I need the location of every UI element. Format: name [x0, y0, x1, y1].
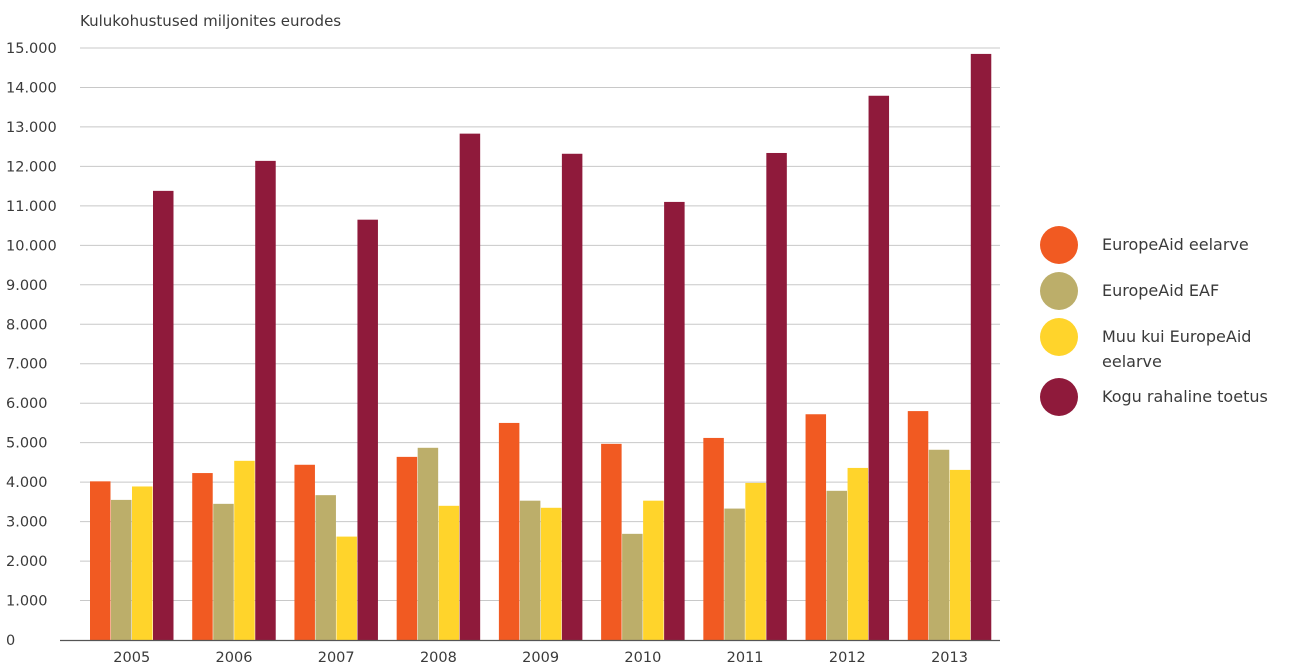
- axes: 0 1.000 2.000 3.000 4.000 5.000 6.000 7.000 8.00…: [6, 41, 1000, 666]
- y-tick-label: 14.000: [6, 80, 57, 96]
- x-tick-label: 2013: [931, 650, 968, 666]
- bar: [766, 152, 787, 641]
- y-tick-label: 12.000: [6, 159, 57, 175]
- bar: [519, 500, 541, 640]
- y-tick-label: 1.000: [6, 594, 48, 610]
- legend-label-line2: eelarve: [1102, 352, 1162, 371]
- bar: [336, 536, 357, 640]
- bars: [90, 53, 992, 641]
- y-tick-label: 2.000: [6, 554, 48, 570]
- bar: [459, 133, 481, 640]
- bar: [949, 469, 971, 640]
- bar: [601, 443, 622, 640]
- y-tick-label: 13.000: [6, 120, 57, 136]
- x-tick-label: 2005: [113, 650, 150, 666]
- x-tick-label: 2012: [829, 650, 866, 666]
- x-tick-label: 2011: [727, 650, 764, 666]
- bar: [111, 499, 132, 640]
- legend-swatch-europeaid-eelarve: [1040, 226, 1078, 264]
- y-tick-label: 6.000: [6, 396, 48, 412]
- bar: [540, 507, 562, 640]
- bar: [907, 411, 929, 640]
- bar: [826, 490, 848, 640]
- legend-label: Kogu rahaline toetus: [1102, 387, 1268, 406]
- y-tick-label: 7.000: [6, 357, 48, 373]
- x-tick-label: 2010: [624, 650, 661, 666]
- bar: [703, 437, 724, 640]
- bar: [132, 486, 153, 640]
- legend-item-europeaid-eaf: EuropeAid EAF: [1040, 272, 1295, 310]
- bar: [664, 201, 685, 641]
- bar: [498, 422, 520, 640]
- bar: [928, 449, 950, 640]
- bar: [417, 447, 439, 640]
- x-tick-label: 2008: [420, 650, 457, 666]
- legend-item-muu-kui-europeaid-eelarve: Muu kui EuropeAid eelarve: [1040, 318, 1295, 374]
- bar: [213, 503, 234, 640]
- bar: [847, 467, 869, 640]
- bar: [315, 495, 336, 640]
- bar: [805, 414, 827, 640]
- bar: [255, 160, 276, 640]
- legend-label: Muu kui EuropeAid: [1102, 327, 1252, 346]
- legend-label: EuropeAid eelarve: [1102, 235, 1249, 254]
- y-tick-label: 15.000: [6, 41, 57, 57]
- y-axis-title: Kulukohustused miljonites eurodes: [80, 12, 342, 30]
- y-tick-label: 8.000: [6, 317, 48, 333]
- y-tick-label: 10.000: [6, 238, 57, 254]
- bar: [622, 533, 643, 640]
- y-tick-label: 11.000: [6, 199, 57, 215]
- legend: EuropeAid eelarve EuropeAid EAF Muu kui …: [1040, 226, 1295, 416]
- bar: [396, 456, 418, 640]
- bar: [90, 481, 111, 640]
- legend-swatch-kogu-rahaline-toetus: [1040, 378, 1078, 416]
- bar: [153, 190, 174, 641]
- y-tick-label: 9.000: [6, 278, 48, 294]
- bar: [192, 473, 213, 640]
- gridlines: [80, 47, 1000, 602]
- bar: [970, 53, 992, 641]
- bar: [438, 505, 460, 640]
- bar: [234, 460, 255, 640]
- bar: [561, 153, 583, 640]
- bar: [643, 500, 664, 640]
- y-tick-label: 0: [6, 633, 15, 649]
- bar: [357, 219, 378, 640]
- bar: [294, 464, 315, 640]
- x-tick-label: 2006: [216, 650, 253, 666]
- legend-label: EuropeAid EAF: [1102, 281, 1220, 300]
- x-tick-label: 2009: [522, 650, 559, 666]
- legend-swatch-europeaid-eaf: [1040, 272, 1078, 310]
- bar-chart: 0 1.000 2.000 3.000 4.000 5.000 6.000 7.000 8.00…: [6, 41, 1000, 666]
- legend-swatch-muu-kui-europeaid-eelarve: [1040, 318, 1078, 356]
- legend-item-kogu-rahaline-toetus: Kogu rahaline toetus: [1040, 378, 1295, 416]
- y-tick-label: 5.000: [6, 436, 48, 452]
- bar: [745, 482, 766, 640]
- bar: [724, 508, 745, 640]
- x-tick-label: 2007: [318, 650, 355, 666]
- y-tick-label: 3.000: [6, 515, 48, 531]
- bar: [868, 95, 890, 641]
- legend-item-europeaid-eelarve: EuropeAid eelarve: [1040, 226, 1295, 264]
- y-tick-label: 4.000: [6, 475, 48, 491]
